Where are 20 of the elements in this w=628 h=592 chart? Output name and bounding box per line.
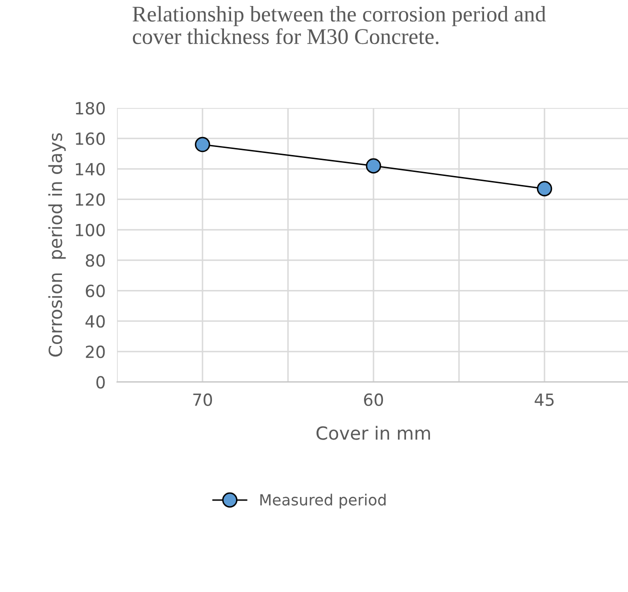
y-tick-label: 160 xyxy=(76,132,105,146)
x-tick-label: 70 xyxy=(193,393,212,406)
x-tick-label: 60 xyxy=(364,393,383,406)
point xyxy=(366,158,382,174)
y-tick-label: 40 xyxy=(85,315,105,328)
point xyxy=(536,181,552,196)
y-axis-title: Corrosion period in days xyxy=(48,133,66,357)
x-tick-label: 45 xyxy=(534,394,554,406)
legend-label: Measured period xyxy=(260,494,386,509)
y-tick-label: 60 xyxy=(86,284,105,298)
y-tick-label: 100 xyxy=(76,224,105,236)
y-tick-label: 80 xyxy=(86,254,105,267)
y-tick-label: 180 xyxy=(76,102,105,115)
y-tick-label: 140 xyxy=(76,162,105,176)
point xyxy=(194,136,210,152)
y-tick-label: 20 xyxy=(86,346,105,358)
y-tick-label: 0 xyxy=(96,376,105,389)
chart-title: Relationship between the corrosion period and cover thickness for M30 Concrete. xyxy=(132,6,546,44)
x-axis-title: Cover in mm xyxy=(316,426,430,440)
y-tick-label: 120 xyxy=(76,193,105,206)
